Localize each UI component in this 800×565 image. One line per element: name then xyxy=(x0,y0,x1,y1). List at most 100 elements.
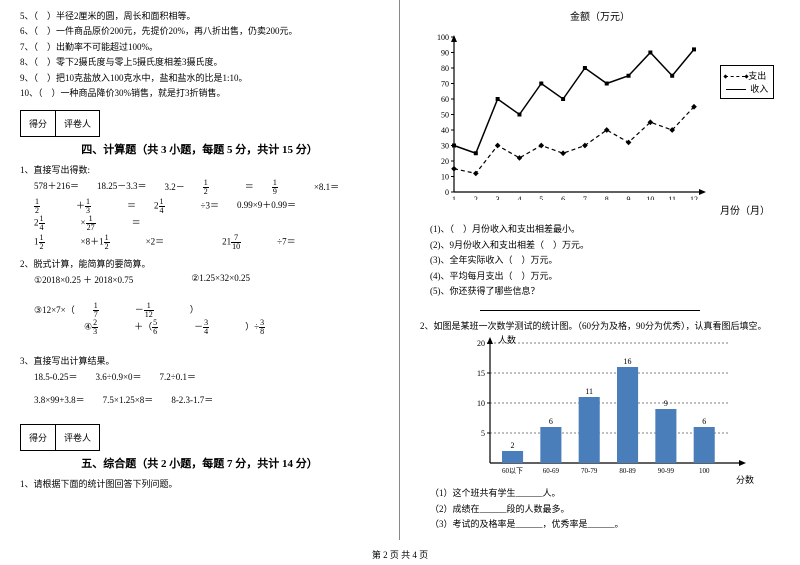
chart2-q: （2）成绩在______段的人数最多。 xyxy=(430,503,780,517)
section-4-title: 四、计算题（共 3 小题，每题 5 分，共计 15 分） xyxy=(20,141,379,157)
right-column: 金额（万元） 0 10 20 30 40 50 60 70 80 90 100 12 3 4 5 6 7 8 9 10… xyxy=(400,0,800,540)
svg-text:80: 80 xyxy=(441,64,449,73)
svg-text:60: 60 xyxy=(441,95,449,104)
tf-item: 9、（ ）把10克盐放入100克水中，盐和盐水的比是1:10。 xyxy=(20,71,379,85)
expr: ③12×7×（17－112） xyxy=(34,302,199,319)
bar-chart-svg: 人数分数5101520260以下660-691170-791680-89990-… xyxy=(460,335,760,485)
expr: 3.8×99+3.8＝ xyxy=(34,393,85,406)
legend-expense: 支出 xyxy=(726,69,768,82)
svg-text:9: 9 xyxy=(627,195,631,200)
expr: ①2018×0.25 ＋ 2018×0.75 xyxy=(34,273,133,286)
svg-text:人数: 人数 xyxy=(498,335,516,345)
score-cell: 得分 xyxy=(20,424,56,451)
expr: 18.5-0.25＝ xyxy=(34,370,78,383)
expr: 3.2－12＝ xyxy=(165,179,254,196)
svg-text:6: 6 xyxy=(549,417,553,426)
tf-item: 10、（ ）一种商品降价30%销售，就是打3折销售。 xyxy=(20,86,379,100)
chart1-q: (4)、平均每月支出（ ）万元。 xyxy=(430,270,780,284)
svg-text:90-99: 90-99 xyxy=(658,467,675,475)
legend-income: 收入 xyxy=(726,82,768,95)
expr: 214÷3＝ xyxy=(154,198,219,215)
tf-item: 5、（ ）半径2厘米的圆，周长和面积相等。 xyxy=(20,9,379,23)
expr: 18.25－3.3＝ xyxy=(97,179,147,196)
page: 5、（ ）半径2厘米的圆，周长和面积相等。6、（ ）一件商品原价200元，先提价… xyxy=(0,0,800,540)
svg-text:40: 40 xyxy=(441,126,449,135)
svg-text:0: 0 xyxy=(445,188,449,197)
chart1-legend: 支出 收入 xyxy=(720,65,774,99)
svg-text:20: 20 xyxy=(441,157,449,166)
svg-text:分数: 分数 xyxy=(736,474,754,485)
expr: 7.2÷0.1＝ xyxy=(160,370,196,383)
calc-row-1: 578＋216＝ 18.25－3.3＝ 3.2－12＝ 19×8.1＝ xyxy=(34,179,379,196)
svg-text:11: 11 xyxy=(668,195,676,200)
expr: 7.5×1.25×8＝ xyxy=(103,393,154,406)
svg-text:10: 10 xyxy=(477,399,485,408)
svg-text:4: 4 xyxy=(517,195,521,200)
svg-text:10: 10 xyxy=(646,195,654,200)
svg-text:6: 6 xyxy=(702,417,706,426)
svg-text:2: 2 xyxy=(511,441,515,450)
chart2-q: （3）考试的及格率是______，优秀率是______。 xyxy=(430,518,780,532)
chart2-q: （1）这个班共有学生______人。 xyxy=(430,487,780,501)
svg-text:11: 11 xyxy=(585,387,593,396)
svg-text:3: 3 xyxy=(496,195,500,200)
calc3-row-2: 3.8×99+3.8＝ 7.5×1.25×8＝ 8-2.3-1.7＝ xyxy=(34,393,379,406)
svg-text:60以下: 60以下 xyxy=(502,467,523,475)
chart1-q: (2)、9月份收入和支出相差（ ）万元。 xyxy=(430,239,780,253)
svg-text:2: 2 xyxy=(474,195,478,200)
left-column: 5、（ ）半径2厘米的圆，周长和面积相等。6、（ ）一件商品原价200元，先提价… xyxy=(0,0,400,540)
expr: 19×8.1＝ xyxy=(272,179,357,196)
svg-text:70-79: 70-79 xyxy=(581,467,598,475)
svg-text:6: 6 xyxy=(561,195,565,200)
expr: 8-2.3-1.7＝ xyxy=(171,393,213,406)
calc2-row-1: ①2018×0.25 ＋ 2018×0.75 ②1.25×32×0.25 xyxy=(34,273,379,286)
svg-text:7: 7 xyxy=(583,195,587,200)
chart1-q: (1)、（ ）月份收入和支出相差最小。 xyxy=(430,223,780,237)
expr: 214×127＝ xyxy=(34,215,141,232)
svg-text:9: 9 xyxy=(664,399,668,408)
svg-text:12: 12 xyxy=(690,195,698,200)
score-cell: 得分 xyxy=(20,110,56,137)
svg-text:5: 5 xyxy=(481,429,485,438)
svg-text:5: 5 xyxy=(539,195,543,200)
svg-text:15: 15 xyxy=(477,369,485,378)
svg-text:80-89: 80-89 xyxy=(619,467,636,475)
expr: 112×8＋112×2＝ xyxy=(34,234,164,251)
q5-1: 1、请根据下面的统计图回答下列问题。 xyxy=(20,477,379,490)
chart1-questions: (1)、（ ）月份收入和支出相差最小。(2)、9月份收入和支出相差（ ）万元。(… xyxy=(420,223,780,299)
svg-text:50: 50 xyxy=(441,111,449,120)
svg-text:90: 90 xyxy=(441,49,449,58)
svg-text:8: 8 xyxy=(605,195,609,200)
svg-text:10: 10 xyxy=(441,173,449,182)
svg-text:60-69: 60-69 xyxy=(543,467,560,475)
calc3-row-1: 18.5-0.25＝ 3.6÷0.9×0＝ 7.2÷0.1＝ xyxy=(34,370,379,383)
chart1-q: (3)、全年实际收入（ ）万元。 xyxy=(430,254,780,268)
svg-text:100: 100 xyxy=(699,467,710,475)
chart1-xlabel: 月份（月） xyxy=(420,202,770,217)
tf-item: 7、（ ）出勤率不可能超过100%。 xyxy=(20,40,379,54)
svg-text:30: 30 xyxy=(441,142,449,151)
expr: 3.6÷0.9×0＝ xyxy=(96,370,142,383)
section-5-title: 五、综合题（共 2 小题，每题 7 分，共计 14 分） xyxy=(20,455,379,471)
expr: 12＋13＝ xyxy=(34,198,136,215)
calc2-row-2: ③12×7×（17－112） ④23＋（56－34）÷38 xyxy=(34,302,379,336)
chart1-title: 金额（万元） xyxy=(420,8,780,23)
expr: 0.99×9＋0.99＝ xyxy=(237,198,296,215)
chart1-q: (5)、你还获得了哪些信息？ xyxy=(430,285,780,299)
svg-text:100: 100 xyxy=(437,33,449,42)
bar-chart: 人数分数5101520260以下660-691170-791680-89990-… xyxy=(460,335,780,485)
grader-cell: 评卷人 xyxy=(55,424,100,451)
tf-item: 8、（ ）零下2摄氏度与零上5摄氏度相差3摄氏度。 xyxy=(20,55,379,69)
svg-text:16: 16 xyxy=(624,357,632,366)
line-chart: 0102030405060708090100123456789101112 支出… xyxy=(420,25,780,200)
answer-line[interactable] xyxy=(480,301,700,311)
q1-heading: 1、直接写出得数: xyxy=(20,163,379,176)
grader-cell: 评卷人 xyxy=(55,110,100,137)
svg-text:70: 70 xyxy=(441,80,449,89)
score-box: 得分 评卷人 xyxy=(20,110,379,137)
page-footer: 第 2 页 共 4 页 xyxy=(0,548,800,561)
q2-heading: 2、如图是某班一次数学测试的统计图。（60分为及格，90分为优秀），认真看图后填… xyxy=(420,320,780,334)
chart2-questions: （1）这个班共有学生______人。 （2）成绩在______段的人数最多。（3）… xyxy=(420,487,780,532)
calc-row-3: 112×8＋112×2＝ 21710÷7＝ xyxy=(34,234,379,251)
true-false-list: 5、（ ）半径2厘米的圆，周长和面积相等。6、（ ）一件商品原价200元，先提价… xyxy=(20,9,379,100)
